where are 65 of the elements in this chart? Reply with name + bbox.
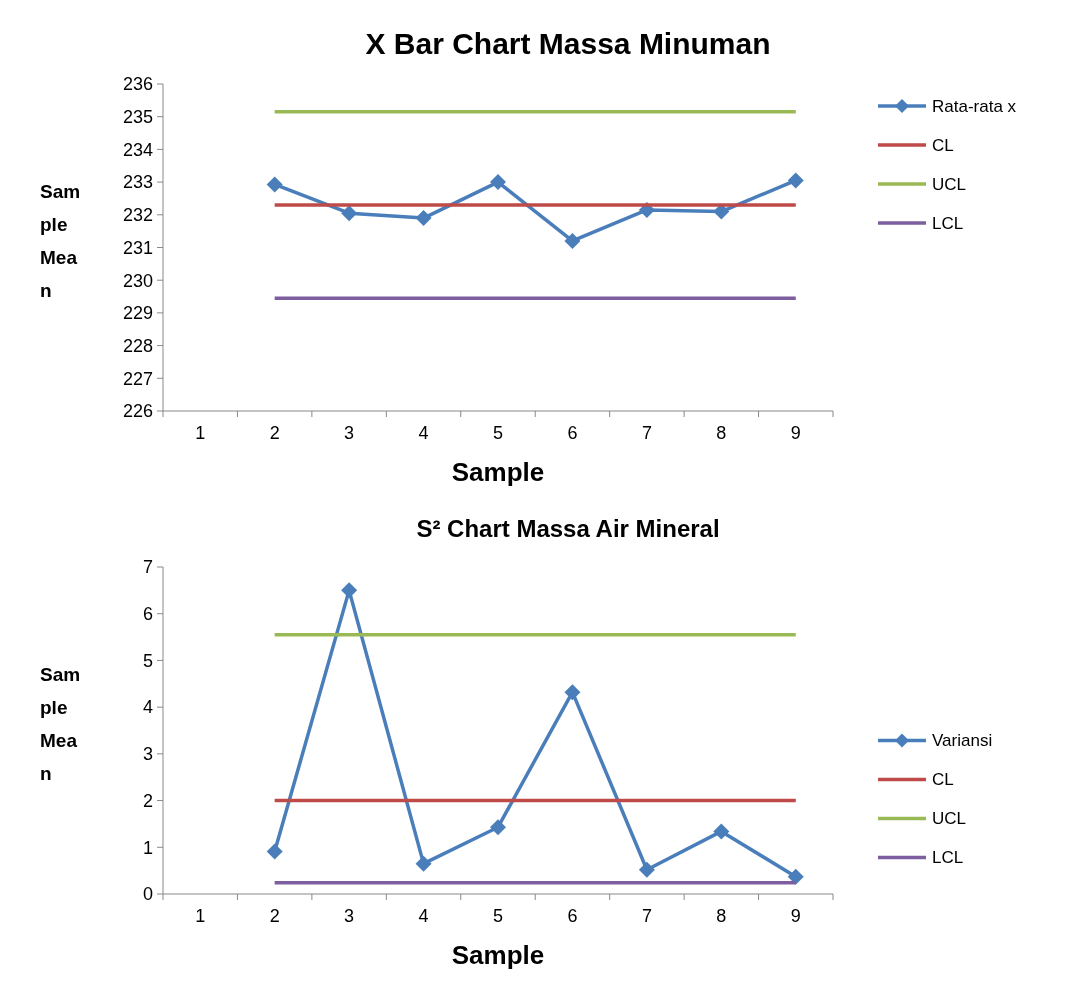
chart-title: X Bar Chart Massa Minuman — [365, 27, 771, 60]
y-tick-label: 1 — [142, 837, 153, 858]
y-tick-label: 7 — [142, 557, 153, 578]
y-axis-title: Sample Mean — [40, 663, 81, 784]
point — [415, 855, 432, 872]
point — [415, 210, 432, 227]
x-tick-label: 6 — [567, 906, 578, 926]
point — [341, 205, 358, 222]
y-tick-label: 5 — [142, 650, 153, 671]
y-tick-label: 0 — [142, 884, 153, 905]
x-tick-label: 7 — [641, 423, 652, 443]
x-tick-label: 7 — [641, 906, 652, 926]
y-tick-label: 3 — [142, 744, 153, 765]
x-tick-label: 5 — [492, 906, 504, 926]
x-axis-title: Sample — [451, 940, 545, 970]
x-tick-label: 3 — [344, 423, 355, 443]
x-tick-label: 4 — [418, 423, 429, 443]
y-tick-label: 227 — [122, 368, 153, 389]
x-tick-label: 2 — [269, 423, 280, 443]
point — [490, 819, 506, 836]
point — [564, 684, 581, 701]
legend-label: Rata-rata x — [932, 96, 1017, 116]
point — [266, 843, 283, 860]
x-tick-label: 8 — [716, 423, 727, 443]
point — [341, 582, 358, 599]
x-tick-label: 1 — [195, 423, 206, 443]
x-tick-label: 6 — [567, 423, 578, 443]
x-tick-label: 9 — [790, 906, 801, 926]
x-tick-label: 4 — [418, 906, 429, 926]
point — [266, 176, 283, 193]
x-tick-label: 5 — [492, 423, 504, 443]
chart-title: S² Chart Massa Air Mineral — [416, 515, 720, 542]
point — [638, 861, 655, 878]
y-tick-label: 4 — [142, 697, 153, 718]
y-tick-label: 2 — [142, 790, 153, 811]
point — [713, 823, 730, 840]
y-tick-label: 232 — [122, 205, 153, 226]
legend-label: UCL — [932, 174, 967, 194]
legend-label: CL — [932, 135, 954, 155]
point — [787, 172, 804, 189]
y-tick-label: 6 — [142, 604, 153, 625]
y-tick-label: 231 — [122, 237, 153, 258]
x-axis-title: Sample — [451, 457, 545, 487]
point — [490, 174, 506, 191]
x-tick-label: 2 — [269, 906, 280, 926]
legend-label: UCL — [932, 809, 967, 829]
y-tick-label: 229 — [122, 303, 153, 324]
legend-label: LCL — [932, 213, 964, 233]
x-tick-label: 9 — [790, 423, 801, 443]
y-tick-label: 234 — [122, 139, 153, 160]
y-tick-label: 233 — [122, 172, 153, 193]
y-tick-label: 236 — [122, 74, 153, 95]
x-tick-label: 8 — [716, 906, 727, 926]
legend-label: CL — [932, 770, 954, 790]
y-tick-label: 235 — [122, 107, 153, 127]
y-tick-label: 228 — [122, 335, 153, 356]
y-tick-label: 226 — [122, 401, 153, 422]
point — [787, 868, 804, 885]
x-tick-label: 1 — [195, 906, 206, 926]
point — [564, 232, 581, 249]
y-axis-title: Sample Mean — [40, 180, 81, 301]
y-tick-label: 230 — [122, 270, 153, 291]
legend-label: Variansi — [932, 731, 993, 751]
legend-label: LCL — [932, 848, 964, 868]
x-tick-label: 3 — [344, 906, 355, 926]
